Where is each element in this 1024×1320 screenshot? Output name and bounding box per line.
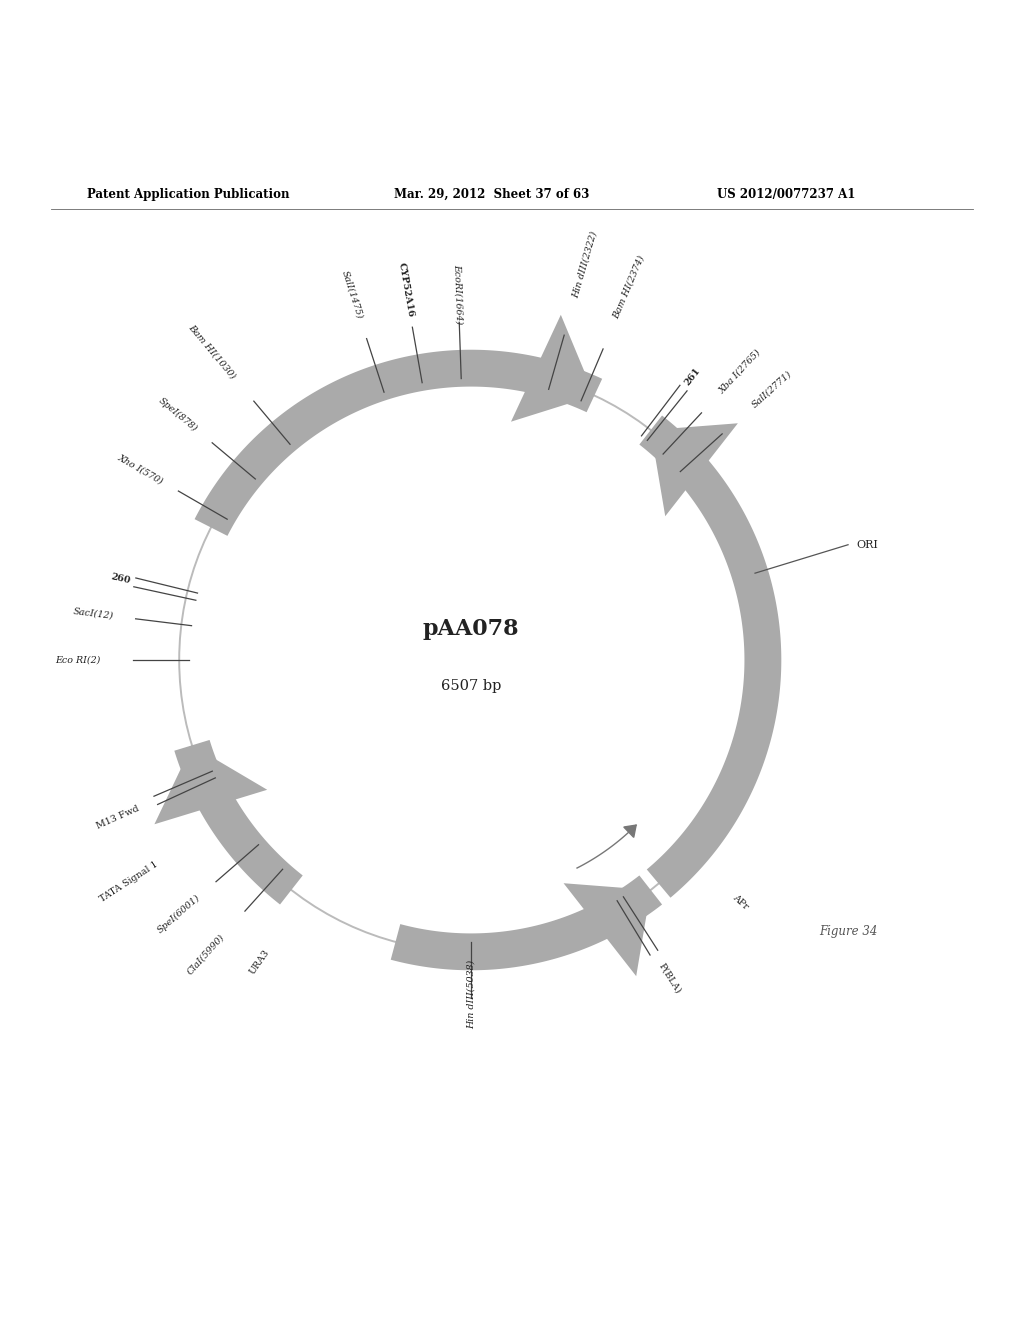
Polygon shape: [650, 424, 738, 516]
Text: EcoRI(1664): EcoRI(1664): [453, 263, 464, 323]
Polygon shape: [639, 416, 781, 898]
Text: Patent Application Publication: Patent Application Publication: [87, 187, 290, 201]
Text: SpeI(6001): SpeI(6001): [156, 894, 202, 935]
Text: Eco RI(2): Eco RI(2): [55, 656, 100, 664]
Polygon shape: [391, 875, 663, 970]
Text: Xho I(570): Xho I(570): [116, 453, 165, 486]
Text: 261: 261: [683, 366, 702, 387]
Text: Bam HI(2374): Bam HI(2374): [611, 255, 646, 321]
Text: URA3: URA3: [248, 948, 271, 975]
Text: ClaI(5990): ClaI(5990): [185, 932, 226, 977]
Text: Hin dIII(5038): Hin dIII(5038): [467, 960, 475, 1028]
Polygon shape: [174, 741, 303, 904]
Text: US 2012/0077237 A1: US 2012/0077237 A1: [717, 187, 855, 201]
Text: SalI(2771): SalI(2771): [750, 370, 793, 409]
Text: SpeI(878): SpeI(878): [157, 396, 200, 433]
Text: TATA Signal 1: TATA Signal 1: [98, 859, 160, 904]
Text: ORI: ORI: [856, 540, 879, 549]
Polygon shape: [624, 825, 636, 837]
Text: 6507 bp: 6507 bp: [441, 678, 501, 693]
Text: Figure 34: Figure 34: [819, 925, 878, 937]
Text: SalI(1475): SalI(1475): [340, 269, 365, 321]
Text: P(BLA): P(BLA): [657, 961, 683, 995]
Text: Hin dIII(2322): Hin dIII(2322): [570, 230, 598, 300]
Text: M13 Fwd: M13 Fwd: [95, 804, 140, 830]
Text: Mar. 29, 2012  Sheet 37 of 63: Mar. 29, 2012 Sheet 37 of 63: [394, 187, 590, 201]
Text: CYP52A16: CYP52A16: [396, 261, 415, 318]
Text: 260: 260: [110, 573, 131, 586]
Text: APr: APr: [730, 894, 750, 912]
Text: SacI(12): SacI(12): [73, 607, 114, 620]
Text: Bam HI(1030): Bam HI(1030): [186, 322, 238, 380]
Polygon shape: [195, 350, 602, 536]
Text: pAA078: pAA078: [423, 618, 519, 640]
Polygon shape: [511, 314, 594, 421]
Polygon shape: [563, 883, 650, 977]
Polygon shape: [155, 746, 267, 824]
Text: Xba I(2765): Xba I(2765): [718, 347, 763, 395]
